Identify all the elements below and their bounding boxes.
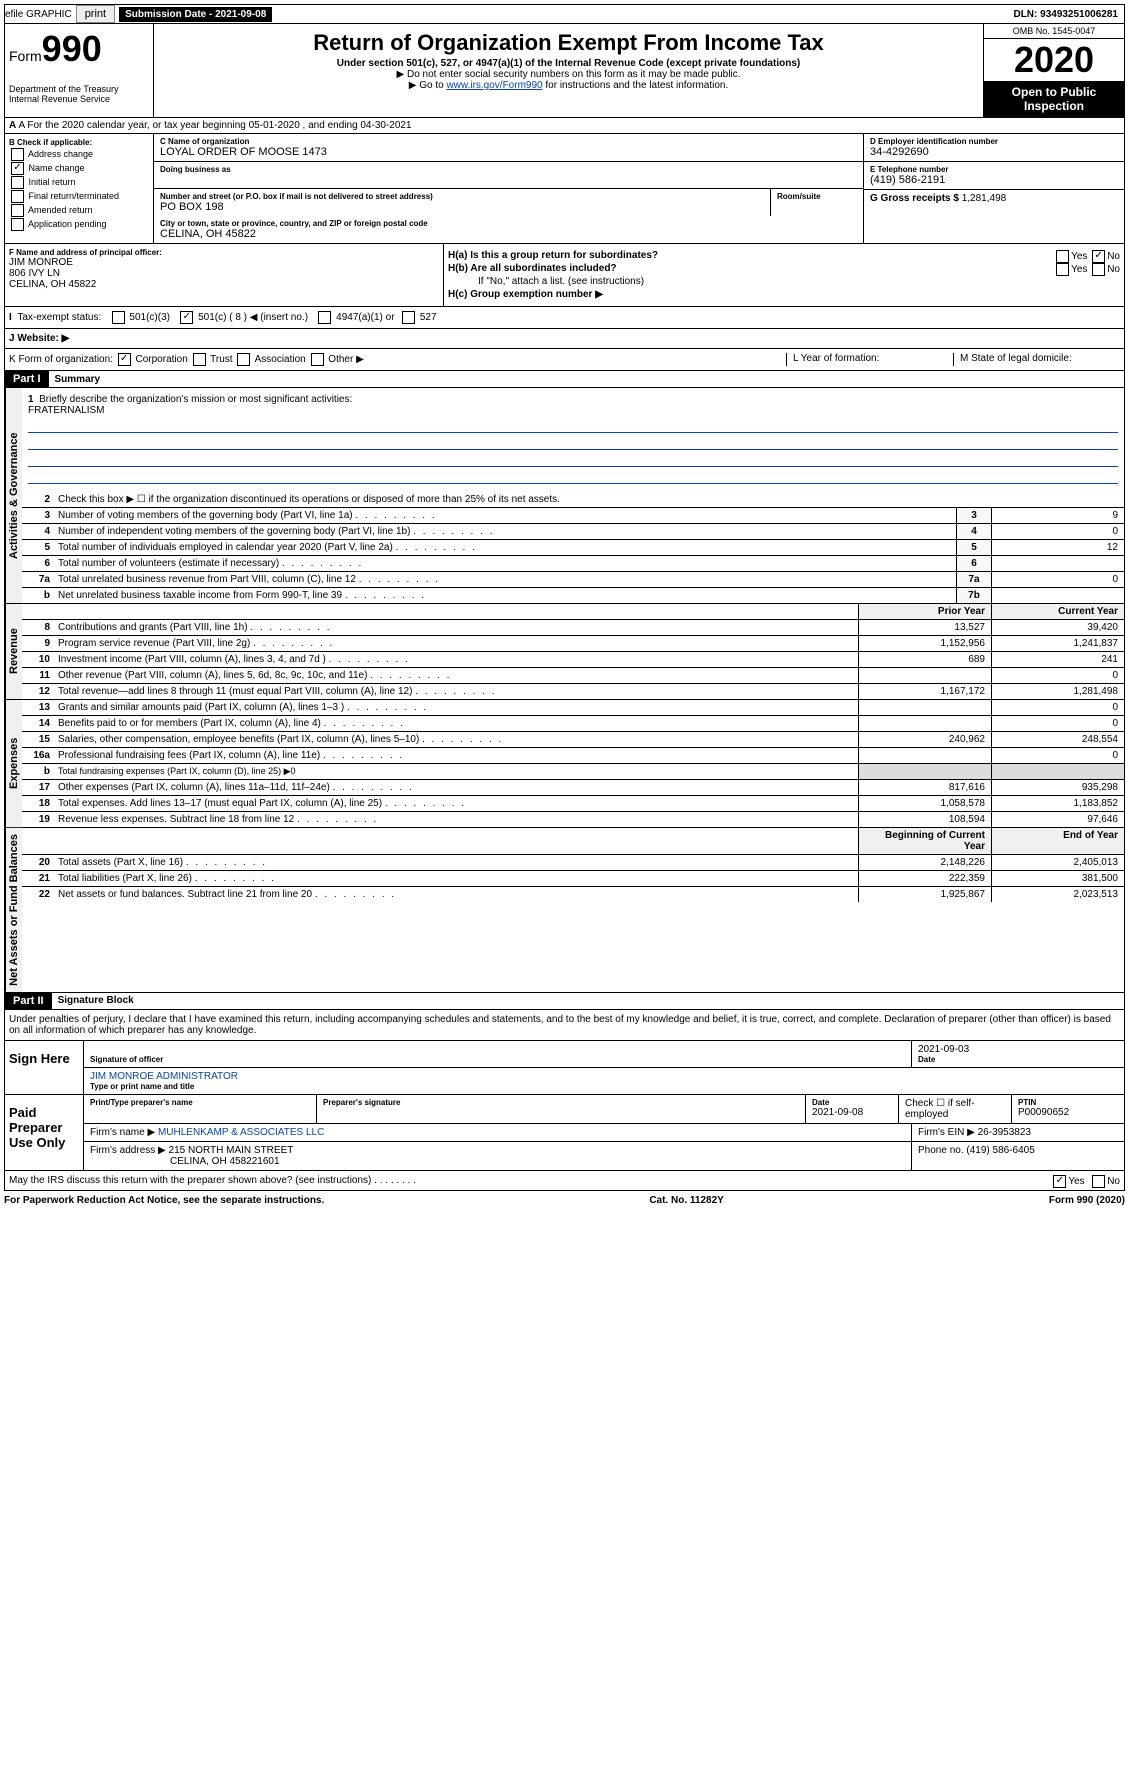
line-16a: 16aProfessional fundraising fees (Part I…	[22, 748, 1124, 764]
form-number: 990	[42, 28, 102, 69]
line-6: 6Total number of volunteers (estimate if…	[22, 556, 1124, 572]
phone: (419) 586-2191	[870, 174, 1118, 186]
vtab-governance: Activities & Governance	[5, 388, 22, 603]
row-k: K Form of organization: Corporation Trus…	[4, 349, 1125, 371]
title-block: Return of Organization Exempt From Incom…	[154, 24, 983, 117]
gross-receipts: 1,281,498	[962, 193, 1007, 204]
header-grid: B Check if applicable: Address change Na…	[4, 134, 1125, 244]
line-13: 13Grants and similar amounts paid (Part …	[22, 700, 1124, 716]
part1-header: Part I Summary	[4, 371, 1125, 388]
col-b-checkboxes: B Check if applicable: Address change Na…	[5, 134, 154, 243]
vtab-expenses: Expenses	[5, 700, 22, 827]
governance-section: Activities & Governance 1 Briefly descri…	[4, 388, 1125, 604]
form-word: Form	[9, 48, 42, 64]
footer: For Paperwork Reduction Act Notice, see …	[4, 1191, 1125, 1210]
section-h: H(a) Is this a group return for subordin…	[444, 244, 1124, 306]
line-b: bNet unrelated business taxable income f…	[22, 588, 1124, 603]
checkbox-application-pending[interactable]: Application pending	[9, 218, 149, 231]
dln: DLN: 93493251006281	[1007, 7, 1124, 22]
vtab-revenue: Revenue	[5, 604, 22, 699]
open-public: Open to Public Inspection	[984, 81, 1124, 117]
line-14: 14Benefits paid to or for members (Part …	[22, 716, 1124, 732]
ein: 34-4292690	[870, 146, 1118, 158]
line-8: 8Contributions and grants (Part VIII, li…	[22, 620, 1124, 636]
col-c-org: C Name of organization LOYAL ORDER OF MO…	[154, 134, 863, 243]
form-title: Return of Organization Exempt From Incom…	[158, 30, 979, 56]
revenue-section: Revenue Prior YearCurrent Year 8Contribu…	[4, 604, 1125, 700]
form-header: Form990 Department of the Treasury Inter…	[4, 24, 1125, 118]
line-21: 21Total liabilities (Part X, line 26) 22…	[22, 871, 1124, 887]
org-name: LOYAL ORDER OF MOOSE 1473	[160, 146, 857, 158]
section-f: F Name and address of principal officer:…	[5, 244, 444, 306]
officer-print-name: JIM MONROE ADMINISTRATOR	[90, 1071, 1118, 1082]
line-10: 10Investment income (Part VIII, column (…	[22, 652, 1124, 668]
signature-block: Under penalties of perjury, I declare th…	[4, 1010, 1125, 1191]
netassets-section: Net Assets or Fund Balances Beginning of…	[4, 828, 1125, 993]
checkbox-initial-return[interactable]: Initial return	[9, 176, 149, 189]
line-17: 17Other expenses (Part IX, column (A), l…	[22, 780, 1124, 796]
top-bar: efile GRAPHIC print Submission Date - 20…	[4, 4, 1125, 24]
line-b: bTotal fundraising expenses (Part IX, co…	[22, 764, 1124, 780]
department: Department of the Treasury Internal Reve…	[9, 84, 149, 104]
sign-here-label: Sign Here	[5, 1041, 84, 1094]
line-5: 5Total number of individuals employed in…	[22, 540, 1124, 556]
year-block: OMB No. 1545-0047 2020 Open to Public In…	[983, 24, 1124, 117]
line-12: 12Total revenue—add lines 8 through 11 (…	[22, 684, 1124, 699]
line-22: 22Net assets or fund balances. Subtract …	[22, 887, 1124, 902]
website-row: J Website: ▶	[4, 329, 1125, 349]
line-20: 20Total assets (Part X, line 16) 2,148,2…	[22, 855, 1124, 871]
line-4: 4Number of independent voting members of…	[22, 524, 1124, 540]
line-18: 18Total expenses. Add lines 13–17 (must …	[22, 796, 1124, 812]
city: CELINA, OH 45822	[160, 228, 857, 240]
col-d-ids: D Employer identification number 34-4292…	[863, 134, 1124, 243]
officer-name: JIM MONROE	[9, 257, 439, 268]
part2-header: Part II Signature Block	[4, 993, 1125, 1010]
irs-link[interactable]: www.irs.gov/Form990	[446, 80, 542, 91]
efile-label: efile GRAPHIC	[5, 9, 72, 20]
expenses-section: Expenses 13Grants and similar amounts pa…	[4, 700, 1125, 828]
instruction-2: ▶ Go to www.irs.gov/Form990 for instruct…	[158, 80, 979, 91]
line-11: 11Other revenue (Part VIII, column (A), …	[22, 668, 1124, 684]
submission-date: Submission Date - 2021-09-08	[119, 7, 272, 22]
checkbox-name-change[interactable]: Name change	[9, 162, 149, 175]
row-a: A A For the 2020 calendar year, or tax y…	[4, 118, 1125, 134]
omb-number: OMB No. 1545-0047	[984, 24, 1124, 39]
section-f-h: F Name and address of principal officer:…	[4, 244, 1125, 307]
line-15: 15Salaries, other compensation, employee…	[22, 732, 1124, 748]
tax-exempt-row: I Tax-exempt status: 501(c)(3) 501(c) ( …	[4, 307, 1125, 329]
tax-year: 2020	[984, 39, 1124, 81]
discuss-row: May the IRS discuss this return with the…	[5, 1171, 1124, 1190]
instruction-1: ▶ Do not enter social security numbers o…	[158, 69, 979, 80]
form-number-block: Form990 Department of the Treasury Inter…	[5, 24, 154, 117]
print-button[interactable]: print	[76, 5, 115, 23]
line-19: 19Revenue less expenses. Subtract line 1…	[22, 812, 1124, 827]
checkbox-address-change[interactable]: Address change	[9, 148, 149, 161]
vtab-netassets: Net Assets or Fund Balances	[5, 828, 22, 992]
line-3: 3Number of voting members of the governi…	[22, 508, 1124, 524]
checkbox-final-return-terminated[interactable]: Final return/terminated	[9, 190, 149, 203]
line-9: 9Program service revenue (Part VIII, lin…	[22, 636, 1124, 652]
mission-text: FRATERNALISM	[28, 405, 105, 416]
line-7a: 7aTotal unrelated business revenue from …	[22, 572, 1124, 588]
perjury-text: Under penalties of perjury, I declare th…	[5, 1010, 1124, 1041]
street: PO BOX 198	[160, 201, 764, 213]
form-subtitle: Under section 501(c), 527, or 4947(a)(1)…	[158, 58, 979, 69]
paid-preparer-label: Paid Preparer Use Only	[5, 1095, 84, 1170]
checkbox-amended-return[interactable]: Amended return	[9, 204, 149, 217]
firm-name: MUHLENKAMP & ASSOCIATES LLC	[158, 1127, 324, 1138]
